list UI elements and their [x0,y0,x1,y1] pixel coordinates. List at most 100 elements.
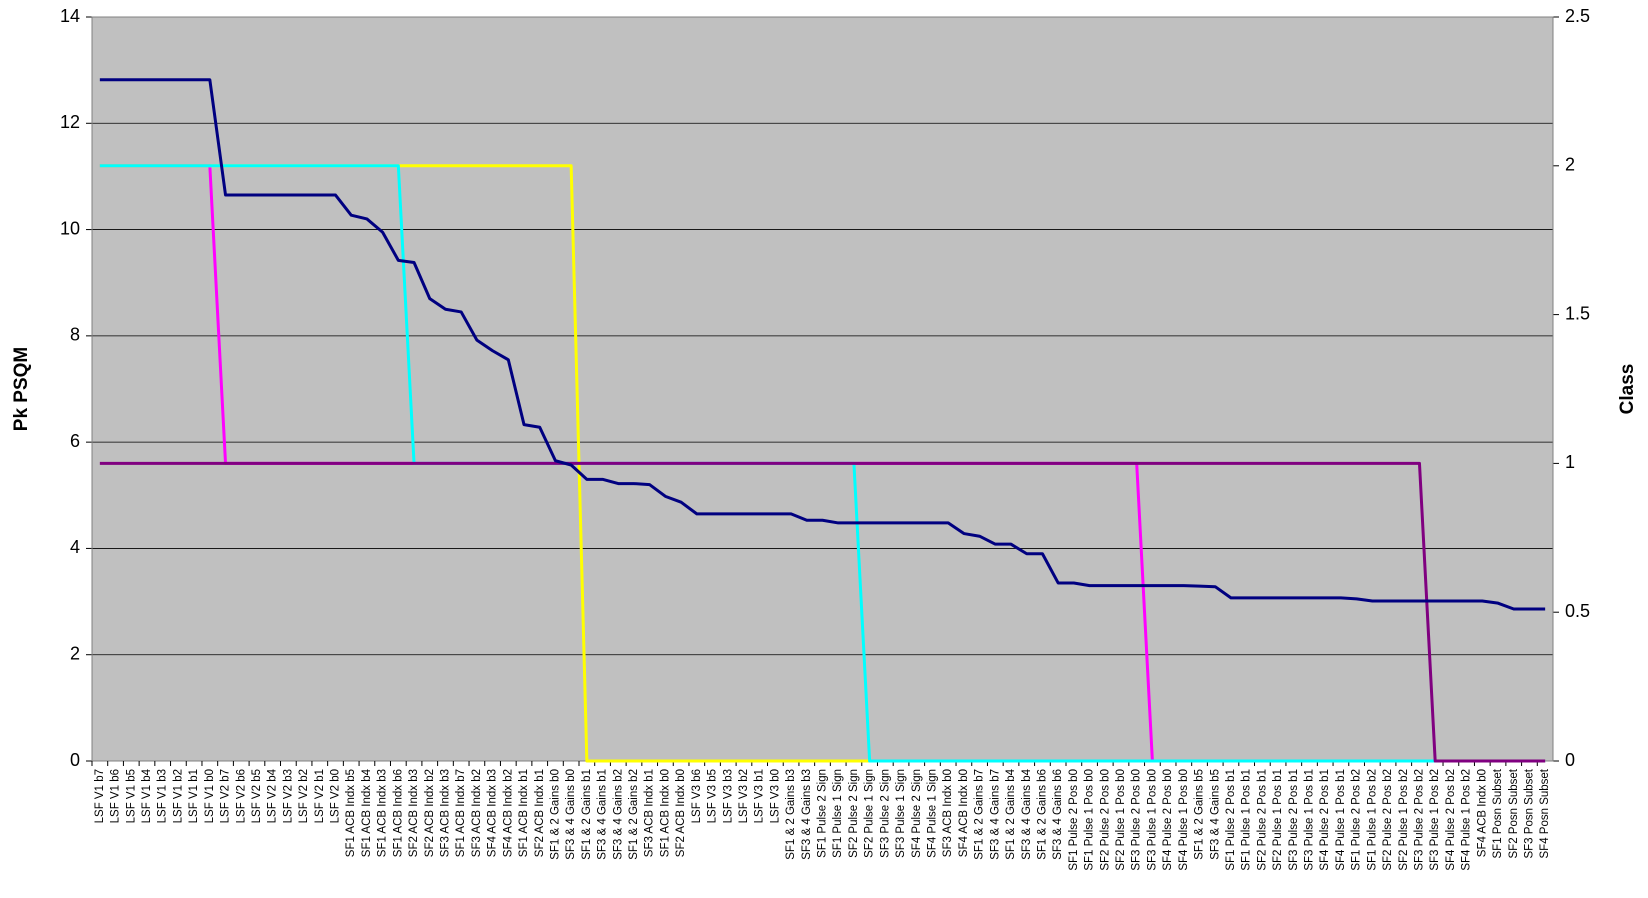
x-tick-label: LSF V1 b3 [157,769,169,823]
x-tick-label: SF2 Pulse 1 Sign [864,769,876,858]
x-tick-label: SF1 ACB Indx b7 [455,769,467,857]
x-tick-label: SF2 Pulse 2 Pos b1 [1256,769,1268,871]
x-tick-label: LSF V3 b2 [738,769,750,823]
x-tick-label: SF3 Pulse 1 Pos b1 [1304,769,1316,871]
x-tick-label: SF4 Pulse 2 Pos b2 [1445,769,1457,871]
x-tick-label: SF3 ACB Indx b0 [942,769,954,857]
x-tick-label: SF3 Pulse 2 Sign [879,769,891,858]
x-tick-label: LSF V2 b7 [220,769,232,823]
x-tick-label: SF4 ACB Indx b2 [502,769,514,857]
x-tick-label: LSF V2 b0 [330,769,342,823]
x-tick-label: SF2 Pulse 2 Pos b2 [1382,769,1394,871]
x-tick-label: SF2 ACB Indx b1 [534,769,546,857]
x-tick-label: SF1 ACB Indx b4 [361,768,373,857]
y2-tick-label: 1.5 [1565,303,1590,323]
y-tick-label: 10 [60,218,80,238]
x-tick-label: SF2 Posn Subset [1508,768,1520,858]
x-tick-label: SF2 Pulse 1 Pos b0 [1115,769,1127,871]
x-tick-label: LSF V3 b3 [722,769,734,823]
x-tick-label: SF1 & 2 Gains b2 [628,769,640,860]
y-tick-label: 2 [70,643,80,663]
y2-tick-label: 0.5 [1565,601,1590,621]
x-tick-label: SF4 ACB Indx b3 [487,769,499,857]
x-tick-label: SF1 ACB Indx b1 [518,769,530,857]
x-tick-label: SF4 Pulse 1 Pos b1 [1335,769,1347,871]
series-line [99,78,1546,611]
plot-area [92,17,1553,761]
y2-tick-label: 2.5 [1565,6,1590,26]
x-tick-label: SF1 & 2 Gains b6 [1036,769,1048,860]
x-tick-label: LSF V1 b2 [172,769,184,823]
x-tick-label: LSF V1 b4 [141,768,153,823]
x-tick-label: SF3 & 4 Gains b0 [565,769,577,860]
y-tick-label: 4 [70,537,80,557]
x-tick-label: SF1 & 2 Gains b3 [785,769,797,860]
x-tick-label: LSF V2 b2 [298,769,310,823]
x-tick-label: LSF V2 b4 [267,768,279,823]
x-tick-label: SF1 & 2 Gains b4 [1005,768,1017,859]
x-tick-label: SF1 ACB Indx b5 [345,769,357,857]
x-tick-label: LSF V1 b6 [110,769,122,823]
x-tick-label: SF3 Posn Subset [1523,768,1535,858]
series-line [99,461,1546,763]
x-tick-label: SF4 Pulse 2 Pos b1 [1319,769,1331,871]
x-tick-label: SF3 & 4 Gains b5 [1209,769,1221,860]
x-tick-label: SF3 & 4 Gains b3 [801,769,813,860]
x-tick-label: SF3 & 4 Gains b6 [1052,769,1064,860]
x-tick-label: SF1 & 2 Gains b1 [581,769,593,860]
x-tick-label: SF1 ACB Indx b6 [392,769,404,857]
x-tick-label: SF1 ACB Indx b0 [659,769,671,857]
x-tick-label: SF3 Pulse 1 Sign [895,769,907,858]
x-tick-label: SF2 ACB Indx b3 [408,769,420,857]
x-tick-label: SF1 ACB Indx b3 [377,769,389,857]
x-tick-label: LSF V1 b0 [204,769,216,823]
x-tick-label: SF4 Pulse 2 Pos b0 [1162,769,1174,871]
x-tick-label: SF4 ACB Indx b0 [958,769,970,857]
x-tick-label: SF3 & 4 Gains b1 [597,769,609,860]
y-tick-label: 0 [70,750,80,770]
x-tick-label: SF2 Pulse 2 Pos b0 [1099,769,1111,871]
y-tick-label: 8 [70,325,80,345]
x-tick-label: SF3 ACB Indx b2 [471,769,483,857]
y2-axis-title: Class [1617,364,1638,415]
x-tick-label: SF3 ACB Indx b3 [439,769,451,857]
y-tick-label: 14 [60,6,80,26]
x-tick-label: LSF V2 b6 [235,769,247,823]
y2-tick-label: 1 [1565,452,1575,472]
x-tick-label: SF2 Pulse 1 Pos b1 [1272,769,1284,871]
y-axis-title: Pk PSQM [11,347,32,431]
x-tick-label: SF1 Pulse 1 Pos b2 [1366,769,1378,871]
x-tick-label: SF2 Pulse 1 Pos b2 [1398,769,1410,871]
y-tick-label: 6 [70,431,80,451]
x-tick-label: LSF V3 b5 [707,769,719,823]
x-tick-label: SF1 & 2 Gains b0 [549,769,561,860]
x-tick-label: SF3 Pulse 2 Pos b2 [1413,769,1425,871]
x-tick-label: SF3 & 4 Gains b7 [989,769,1001,860]
x-tick-label: LSF V2 b5 [251,769,263,823]
x-tick-label: SF3 & 4 Gains b2 [612,769,624,860]
x-tick-label: SF4 Pulse 1 Pos b2 [1461,769,1473,871]
x-tick-label: LSF V1 b7 [94,769,106,823]
x-tick-label: SF2 Pulse 2 Sign [848,769,860,858]
x-tick-label: SF3 Pulse 2 Pos b0 [1131,769,1143,871]
x-tick-label: SF4 Pulse 1 Sign [926,769,938,858]
x-tick-label: SF3 ACB Indx b1 [644,769,656,857]
x-tick-label: LSF V2 b1 [314,769,326,823]
x-tick-label: SF1 Pulse 1 Pos b0 [1084,769,1096,871]
x-tick-label: SF3 Pulse 1 Pos b0 [1146,769,1158,871]
x-tick-label: SF2 ACB Indx b0 [675,769,687,857]
y2-tick-label: 0 [1565,750,1575,770]
x-tick-label: SF4 ACB Indx b0 [1476,769,1488,857]
x-tick-label: SF1 Pulse 2 Pos b1 [1225,769,1237,871]
x-tick-label: SF3 & 4 Gains b4 [1021,768,1033,859]
x-tick-label: LSF V1 b1 [188,769,200,823]
x-tick-label: SF1 & 2 Gains b7 [974,769,986,860]
x-tick-label: SF1 Pulse 1 Sign [832,769,844,858]
x-tick-label: SF1 & 2 Gains b5 [1194,769,1206,860]
x-tick-label: SF1 Pulse 1 Pos b1 [1241,769,1253,871]
x-tick-label: LSF V3 b0 [769,769,781,823]
x-tick-label: SF1 Pulse 2 Pos b0 [1068,769,1080,871]
y2-tick-label: 2 [1565,155,1575,175]
